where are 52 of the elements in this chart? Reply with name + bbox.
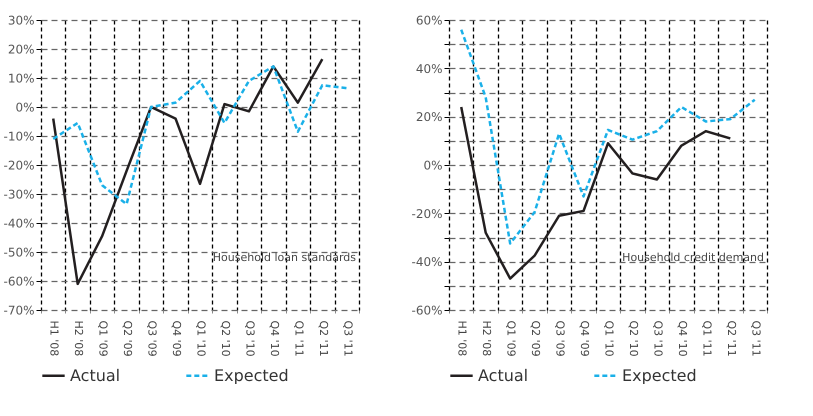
y-tick-label: -20% bbox=[3, 158, 34, 172]
y-tick-label: 20% bbox=[416, 110, 442, 124]
x-tick-label: Q4 '10 bbox=[676, 320, 689, 357]
x-tick-label: Q2 '11 bbox=[316, 320, 330, 357]
y-tick-label: -60% bbox=[3, 274, 34, 288]
x-tick-label: Q2 '09 bbox=[529, 320, 542, 357]
y-tick-label: -40% bbox=[411, 255, 442, 270]
y-tick-label: 60% bbox=[416, 14, 442, 28]
x-tick-label: Q3 '10 bbox=[243, 320, 256, 357]
x-tick-label: H2 '08 bbox=[480, 320, 494, 356]
legend-label: Expected bbox=[622, 366, 697, 385]
y-tick-label: -60% bbox=[411, 304, 442, 318]
x-tick-label: H1 '08 bbox=[48, 320, 61, 356]
line-series bbox=[52, 65, 348, 206]
x-tick-label: Q4 '09 bbox=[170, 320, 184, 357]
y-tick-label: 30% bbox=[8, 14, 34, 28]
x-tick-label: H2 '08 bbox=[72, 320, 86, 356]
x-tick-label: Q3 '10 bbox=[651, 320, 664, 357]
x-tick-label: Q2 '09 bbox=[121, 320, 134, 357]
legend-label: Actual bbox=[70, 366, 120, 385]
y-tick-label: -70% bbox=[3, 304, 34, 318]
y-tick-label: 0% bbox=[15, 100, 34, 114]
y-tick-label: 20% bbox=[8, 42, 34, 56]
line-series bbox=[460, 28, 756, 245]
x-tick-label: Q3 '11 bbox=[341, 320, 354, 357]
x-tick-label: H1 '08 bbox=[456, 320, 469, 356]
y-tick-label: -50% bbox=[3, 246, 34, 260]
legend-label: Expected bbox=[214, 366, 289, 385]
y-tick-label: 0% bbox=[423, 158, 442, 172]
y-tick-label: -10% bbox=[3, 130, 34, 144]
x-tick-label: Q1 '11 bbox=[292, 320, 306, 357]
legend-label: Actual bbox=[478, 366, 528, 385]
annotation: Household credit demand bbox=[622, 250, 764, 264]
x-tick-label: Q2 '11 bbox=[724, 320, 738, 357]
x-tick-label: Q2 '10 bbox=[218, 320, 232, 357]
x-tick-label: Q1 '10 bbox=[194, 320, 208, 357]
y-tick-label: 40% bbox=[416, 62, 442, 76]
x-tick-label: Q2 '10 bbox=[626, 320, 640, 357]
x-tick-label: Q3 '09 bbox=[146, 320, 159, 357]
x-tick-label: Q4 '09 bbox=[578, 320, 592, 357]
y-tick-label: -40% bbox=[3, 216, 34, 230]
x-tick-label: Q1 '10 bbox=[602, 320, 616, 357]
y-tick-label: -30% bbox=[3, 188, 34, 202]
y-tick-label: -20% bbox=[411, 206, 442, 221]
x-tick-label: Q1 '11 bbox=[700, 320, 714, 357]
x-tick-label: Q3 '11 bbox=[749, 320, 762, 357]
y-tick-label: 10% bbox=[8, 72, 34, 86]
x-tick-label: Q1 '09 bbox=[96, 320, 110, 357]
x-tick-label: Q1 '09 bbox=[504, 320, 518, 357]
x-tick-label: Q3 '09 bbox=[554, 320, 567, 357]
x-tick-label: Q4 '10 bbox=[268, 320, 281, 357]
annotation: Household loan standards bbox=[212, 250, 356, 264]
